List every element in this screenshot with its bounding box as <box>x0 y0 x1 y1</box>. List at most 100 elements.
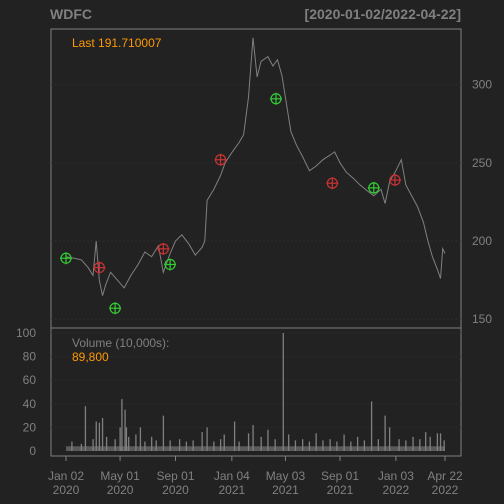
volume-bar <box>213 441 215 451</box>
volume-bar <box>119 427 121 451</box>
volume-bar <box>84 406 87 451</box>
volume-bar <box>135 434 137 451</box>
x-tick-year: 2020 <box>53 483 80 497</box>
volume-bar <box>439 433 442 451</box>
volume-bar <box>192 440 194 451</box>
volume-bar <box>308 441 311 451</box>
sell-marker <box>388 174 401 187</box>
chart-date-range: [2020-01-02/2022-04-22] <box>305 6 461 22</box>
volume-bar <box>125 427 128 451</box>
volume-bar <box>71 441 73 451</box>
price-tick-label: 300 <box>472 78 492 92</box>
trade-markers <box>60 92 401 315</box>
x-tick-label: Jan 03 <box>378 469 414 483</box>
volume-grid <box>51 332 461 428</box>
volume-bar <box>274 439 276 451</box>
volume-bar <box>315 433 317 451</box>
price-y-axis: 150 200 250 300 <box>472 78 492 326</box>
buy-marker <box>367 181 380 194</box>
x-tick-year: 2022 <box>383 483 410 497</box>
price-series-line <box>65 37 446 296</box>
volume-bar <box>98 422 101 451</box>
volume-tick-label: 0 <box>29 444 36 458</box>
volume-bar <box>114 439 116 451</box>
volume-bar <box>436 433 439 451</box>
x-tick-year: 2020 <box>107 483 134 497</box>
sell-marker <box>93 261 106 274</box>
volume-last-value: 89,800 <box>72 350 109 364</box>
volume-bar <box>282 333 284 451</box>
volume-bar <box>398 439 400 451</box>
buy-marker <box>60 252 72 265</box>
x-tick-label: Sep 01 <box>321 469 359 483</box>
volume-bar <box>151 436 153 451</box>
volume-tick-label: 20 <box>23 420 37 434</box>
volume-bar <box>162 415 165 451</box>
buy-marker <box>109 302 122 315</box>
chart-symbol: WDFC <box>50 6 92 22</box>
volume-bar <box>405 440 407 451</box>
volume-bar <box>144 441 146 451</box>
volume-bar <box>443 440 445 451</box>
volume-bar <box>233 421 236 451</box>
volume-bar <box>252 425 254 451</box>
x-tick-year: 2021 <box>218 483 245 497</box>
volume-bar <box>219 439 222 451</box>
x-tick-year: 2020 <box>162 483 189 497</box>
buy-marker <box>270 92 283 105</box>
volume-bar <box>377 439 380 451</box>
price-tick-label: 150 <box>472 312 492 326</box>
sell-marker <box>326 177 339 190</box>
volume-bar <box>429 436 431 451</box>
volume-tick-label: 60 <box>23 373 37 387</box>
volume-bar <box>350 441 352 451</box>
volume-bar <box>343 434 345 451</box>
volume-bar <box>329 439 331 451</box>
volume-baseline-band <box>66 446 445 451</box>
volume-bar <box>121 399 123 451</box>
volume-bar <box>260 436 262 451</box>
price-panel: 150 200 250 300 Last 191.710007 <box>50 28 492 329</box>
volume-bar <box>322 440 324 451</box>
volume-bar <box>388 427 391 451</box>
volume-bar <box>363 440 366 451</box>
volume-bar <box>185 441 188 451</box>
volume-tick-label: 100 <box>16 326 36 340</box>
volume-bars <box>66 333 445 451</box>
volume-bar <box>419 439 421 451</box>
volume-bar <box>178 439 181 451</box>
volume-bar <box>155 440 157 451</box>
volume-y-axis: 0 20 40 60 80 100 <box>16 326 36 458</box>
volume-bar <box>370 401 373 451</box>
volume-bar <box>384 415 386 451</box>
volume-bar <box>169 440 171 451</box>
volume-bar <box>139 427 142 451</box>
volume-bar <box>95 421 97 451</box>
volume-bar <box>223 434 225 451</box>
sell-marker <box>157 242 170 255</box>
volume-bar <box>238 441 240 451</box>
volume-bar <box>105 436 108 451</box>
volume-bar <box>247 433 250 451</box>
volume-bar <box>92 439 94 451</box>
volume-bar <box>201 432 203 451</box>
x-tick-label: May 01 <box>100 469 140 483</box>
x-tick-year: 2021 <box>272 483 299 497</box>
volume-tick-label: 40 <box>23 397 37 411</box>
x-tick-label: Jan 02 <box>48 469 84 483</box>
volume-bar <box>128 436 130 451</box>
chart-header: WDFC [2020-01-02/2022-04-22] <box>50 6 461 22</box>
volume-bar <box>294 440 297 451</box>
volume-bar <box>124 409 126 451</box>
price-tick-label: 250 <box>472 156 492 170</box>
volume-bar <box>412 436 414 451</box>
x-tick-year: 2021 <box>327 483 354 497</box>
volume-bar <box>425 432 427 451</box>
x-tick-label: May 03 <box>266 469 306 483</box>
volume-bar <box>80 443 83 451</box>
volume-panel-frame <box>50 327 462 457</box>
x-tick-year: 2022 <box>432 483 459 497</box>
buy-marker <box>164 258 177 271</box>
